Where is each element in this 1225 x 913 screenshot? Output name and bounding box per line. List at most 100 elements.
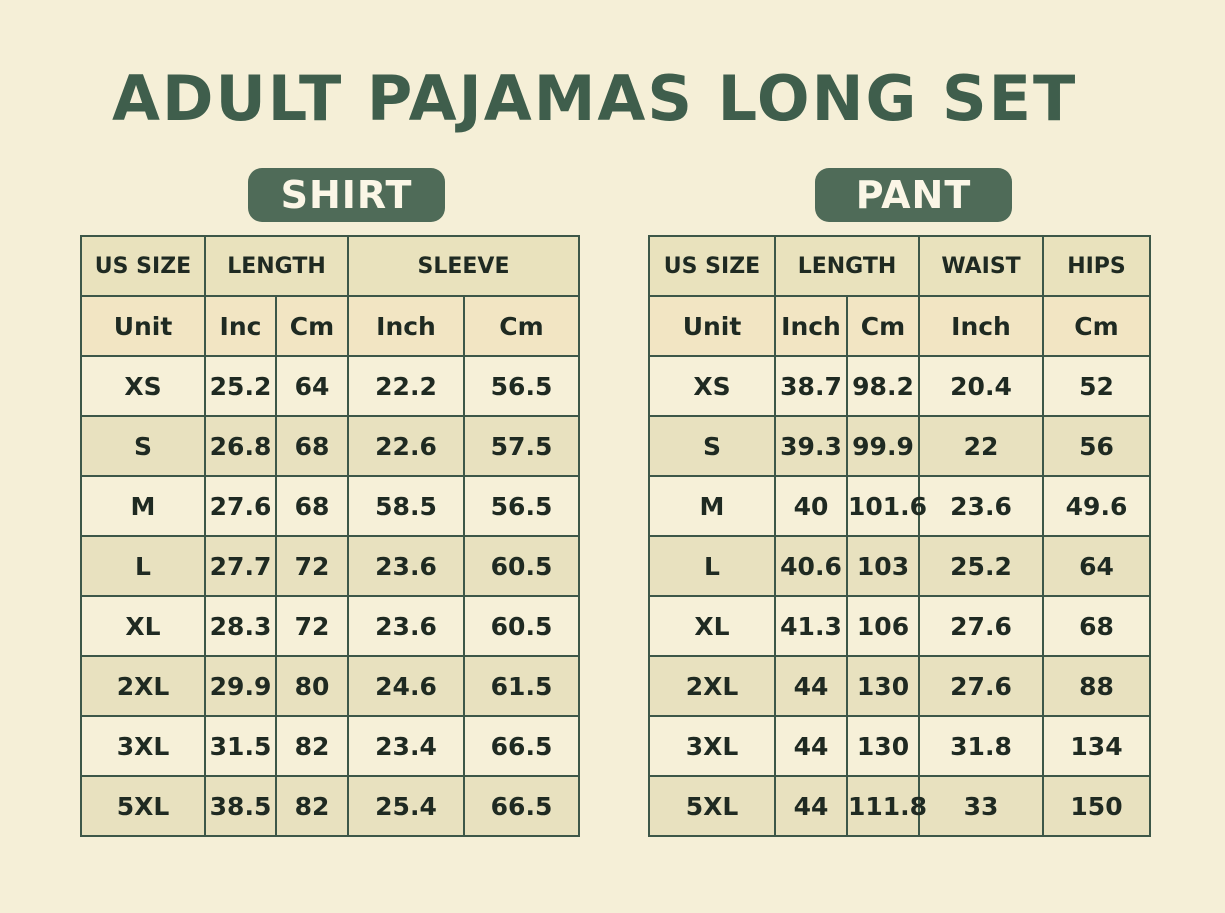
value-cell: 28.3 bbox=[204, 595, 277, 657]
value-cell: 101.6 bbox=[846, 475, 927, 537]
row-label-cell: XL bbox=[80, 595, 206, 657]
pant-size-table: US SIZE LENGTH WAIST HIPS Unit Inch Cm Inch… bbox=[648, 235, 1151, 837]
size-row: XL 41.3 106 27.6 68 bbox=[648, 595, 1151, 657]
size-row: 3XL 31.5 82 23.4 66.5 bbox=[80, 715, 581, 777]
value-cell: 64 bbox=[275, 355, 349, 417]
value-cell: 60.5 bbox=[462, 595, 581, 657]
value-cell: Inch bbox=[774, 295, 848, 357]
size-row: 5XL 44 111.8 33 150 bbox=[648, 775, 1151, 837]
row-label-cell: Unit bbox=[648, 295, 776, 357]
row-label-cell: M bbox=[648, 475, 776, 537]
value-cell: 68 bbox=[275, 475, 349, 537]
row-label-cell: Unit bbox=[80, 295, 206, 357]
value-cell: 23.6 bbox=[347, 535, 465, 597]
row-label-cell: 5XL bbox=[648, 775, 776, 837]
value-cell: 150 bbox=[1042, 775, 1151, 837]
value-cell: 72 bbox=[275, 595, 349, 657]
pant-label: PANT bbox=[815, 168, 1012, 222]
row-label-cell: 5XL bbox=[80, 775, 206, 837]
unit-row: Unit Inch Cm Inch Cm bbox=[648, 295, 1151, 357]
value-cell: 111.8 bbox=[846, 775, 927, 837]
value-cell: 106 bbox=[846, 595, 920, 657]
header-cell: WAIST bbox=[918, 235, 1044, 297]
row-label-cell: 2XL bbox=[648, 655, 776, 717]
value-cell: 56.5 bbox=[462, 475, 581, 537]
value-cell: 25.2 bbox=[918, 535, 1044, 597]
value-cell: 29.9 bbox=[204, 655, 277, 717]
row-label-cell: S bbox=[80, 415, 206, 477]
row-label-cell: 3XL bbox=[80, 715, 206, 777]
value-cell: 72 bbox=[275, 535, 349, 597]
value-cell: 39.3 bbox=[774, 415, 848, 477]
row-label-cell: XS bbox=[80, 355, 206, 417]
value-cell: 49.6 bbox=[1042, 475, 1151, 537]
row-label-cell: 3XL bbox=[648, 715, 776, 777]
value-cell: Cm bbox=[846, 295, 920, 357]
value-cell: Inc bbox=[204, 295, 277, 357]
value-cell: 64 bbox=[1042, 535, 1151, 597]
value-cell: 23.6 bbox=[918, 475, 1044, 537]
value-cell: 22.2 bbox=[347, 355, 465, 417]
header-row: US SIZE LENGTH WAIST HIPS bbox=[648, 235, 1151, 297]
page-title: ADULT PAJAMAS LONG SET bbox=[112, 62, 1078, 135]
value-cell: 98.2 bbox=[846, 355, 920, 417]
size-row: L 40.6 103 25.2 64 bbox=[648, 535, 1151, 597]
value-cell: 40.6 bbox=[774, 535, 848, 597]
value-cell: 80 bbox=[275, 655, 349, 717]
shirt-size-table: US SIZE LENGTH SLEEVE Unit Inc Cm Inch Cm XS 2… bbox=[80, 235, 581, 837]
value-cell: 27.6 bbox=[918, 655, 1044, 717]
value-cell: 66.5 bbox=[462, 715, 581, 777]
shirt-label: SHIRT bbox=[248, 168, 445, 222]
header-cell: SLEEVE bbox=[346, 235, 581, 297]
value-cell: 82 bbox=[275, 715, 349, 777]
value-cell: 22.6 bbox=[347, 415, 465, 477]
value-cell: 25.2 bbox=[204, 355, 277, 417]
value-cell: 26.8 bbox=[204, 415, 277, 477]
row-label-cell: XL bbox=[648, 595, 776, 657]
value-cell: Inch bbox=[347, 295, 465, 357]
value-cell: 23.4 bbox=[347, 715, 465, 777]
value-cell: 22 bbox=[918, 415, 1044, 477]
row-label-cell: M bbox=[80, 475, 206, 537]
value-cell: 68 bbox=[275, 415, 349, 477]
row-label-cell: 2XL bbox=[80, 655, 206, 717]
value-cell: 27.7 bbox=[204, 535, 277, 597]
header-cell: LENGTH bbox=[774, 235, 920, 297]
value-cell: Inch bbox=[918, 295, 1044, 357]
value-cell: Cm bbox=[1042, 295, 1151, 357]
value-cell: 38.7 bbox=[774, 355, 848, 417]
value-cell: 31.8 bbox=[918, 715, 1044, 777]
value-cell: 40 bbox=[774, 475, 848, 537]
value-cell: 44 bbox=[774, 655, 848, 717]
value-cell: 56 bbox=[1042, 415, 1151, 477]
value-cell: Cm bbox=[275, 295, 349, 357]
value-cell: 27.6 bbox=[204, 475, 277, 537]
value-cell: 57.5 bbox=[462, 415, 581, 477]
value-cell: 134 bbox=[1042, 715, 1151, 777]
size-row: 2XL 44 130 27.6 88 bbox=[648, 655, 1151, 717]
header-cell: LENGTH bbox=[204, 235, 349, 297]
header-cell: HIPS bbox=[1042, 235, 1151, 297]
size-row: 2XL 29.9 80 24.6 61.5 bbox=[80, 655, 581, 717]
value-cell: 44 bbox=[774, 715, 848, 777]
size-row: XS 38.7 98.2 20.4 52 bbox=[648, 355, 1151, 417]
size-row: S 39.3 99.9 22 56 bbox=[648, 415, 1151, 477]
value-cell: 130 bbox=[846, 715, 920, 777]
size-row: XL 28.3 72 23.6 60.5 bbox=[80, 595, 581, 657]
value-cell: 27.6 bbox=[918, 595, 1044, 657]
size-row: S 26.8 68 22.6 57.5 bbox=[80, 415, 581, 477]
value-cell: 23.6 bbox=[347, 595, 465, 657]
size-row: XS 25.2 64 22.2 56.5 bbox=[80, 355, 581, 417]
value-cell: 58.5 bbox=[347, 475, 465, 537]
size-row: M 40 101.6 23.6 49.6 bbox=[648, 475, 1151, 537]
row-label-cell: XS bbox=[648, 355, 776, 417]
value-cell: 24.6 bbox=[347, 655, 465, 717]
value-cell: 33 bbox=[918, 775, 1044, 837]
size-row: M 27.6 68 58.5 56.5 bbox=[80, 475, 581, 537]
value-cell: 82 bbox=[275, 775, 349, 837]
row-label-cell: L bbox=[648, 535, 776, 597]
unit-row: Unit Inc Cm Inch Cm bbox=[80, 295, 581, 357]
value-cell: 68 bbox=[1042, 595, 1151, 657]
value-cell: 31.5 bbox=[204, 715, 277, 777]
row-label-cell: S bbox=[648, 415, 776, 477]
